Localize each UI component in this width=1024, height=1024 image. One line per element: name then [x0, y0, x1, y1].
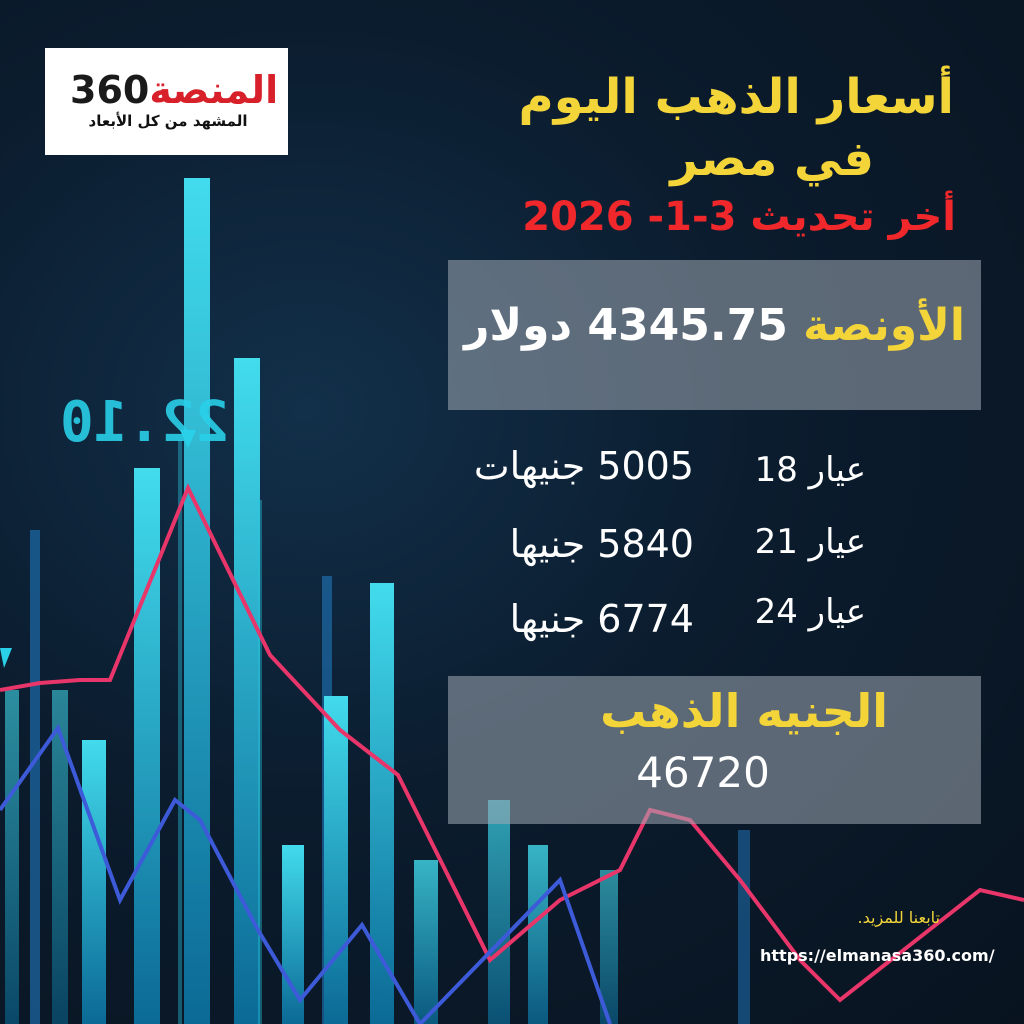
- headline-line-1: أسعار الذهب اليوم: [518, 69, 954, 125]
- background-price-readout: 22.10: [60, 390, 229, 455]
- follow-us-text: تابعنا للمزيد.: [857, 908, 940, 927]
- ounce-price-panel: [448, 260, 981, 410]
- karat-18-price: 5005 جنيهات: [473, 444, 694, 488]
- logo-brand-number: 360: [70, 68, 150, 112]
- gold-pound-value: 46720: [636, 748, 770, 797]
- karat-24-price: 6774 جنيها: [509, 597, 694, 641]
- ounce-value: 4345.75 دولار: [464, 300, 788, 351]
- karat-21-label: عيار 21: [754, 522, 866, 562]
- karat-21-price: 5840 جنيها: [509, 522, 694, 566]
- karat-18-label: عيار 18: [754, 450, 866, 490]
- headline-line-2: في مصر: [670, 131, 874, 187]
- ounce-label: الأونصة: [803, 300, 965, 351]
- gold-pound-panel: [448, 676, 981, 824]
- logo-brand-name: المنصة: [149, 68, 279, 112]
- karat-24-label: عيار 24: [754, 592, 866, 632]
- last-update-date: أخر تحديث 3-1- 2026: [522, 194, 956, 240]
- ounce-price-line: الأونصة 4345.75 دولار: [448, 300, 981, 351]
- logo-tagline: المشهد من كل الأبعاد: [88, 112, 248, 130]
- logo-panel: [45, 48, 288, 155]
- brand-logo: المنصة360: [70, 70, 278, 110]
- gold-pound-label: الجنيه الذهب: [600, 684, 888, 738]
- website-link[interactable]: https://elmanasa360.com/: [760, 946, 995, 965]
